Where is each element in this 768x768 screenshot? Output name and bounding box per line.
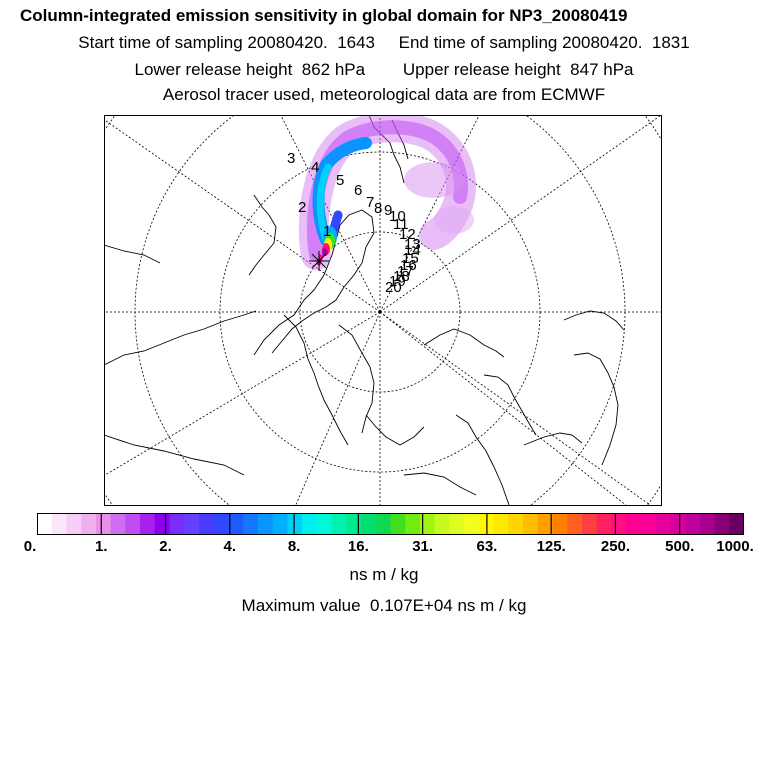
colorbar-swatch bbox=[596, 513, 613, 535]
colorbar-tick-label: 16. bbox=[347, 538, 369, 555]
colorbar-swatch bbox=[685, 513, 701, 535]
tracer-info-line: Aerosol tracer used, meteorological data… bbox=[162, 85, 606, 104]
colorbar-swatch bbox=[390, 513, 406, 535]
trajectory-label: 13 bbox=[404, 236, 421, 253]
colorbar-swatch bbox=[81, 513, 97, 535]
colorbar-tick-label: 63. bbox=[476, 538, 498, 555]
colorbar-swatch bbox=[537, 513, 554, 535]
colorbar-swatch bbox=[449, 513, 465, 535]
colorbar-swatch bbox=[670, 513, 686, 535]
colorbar-swatch bbox=[655, 513, 671, 535]
trajectory-label: 19 bbox=[389, 273, 406, 290]
trajectory-label: 7 bbox=[366, 194, 374, 211]
plot-title: Column-integrated emission sensitivity i… bbox=[20, 6, 628, 25]
colorbar-tick-label: 1000. bbox=[716, 538, 754, 555]
colorbar-swatch bbox=[508, 513, 524, 535]
colorbar-tick-label: 4. bbox=[223, 538, 237, 555]
trajectory-label: 14 bbox=[404, 242, 421, 259]
colorbar bbox=[37, 513, 744, 535]
colorbar-swatch bbox=[213, 513, 230, 535]
colorbar-swatch bbox=[154, 513, 171, 535]
colorbar-swatch bbox=[346, 513, 362, 535]
colorbar-swatch bbox=[331, 513, 347, 535]
trajectory-labels: 3 4 5 6 7 8 9 10 11 12 13 14 15 16 17 18… bbox=[287, 150, 421, 296]
trajectory-label: 12 bbox=[399, 226, 416, 243]
colorbar-swatch bbox=[199, 513, 215, 535]
meridians bbox=[104, 115, 662, 506]
colorbar-swatch bbox=[66, 513, 82, 535]
trajectory-label: 11 bbox=[393, 216, 409, 233]
trajectory-label: 20 bbox=[385, 279, 402, 296]
colorbar-tick-label: 500. bbox=[665, 538, 695, 555]
trajectory-label: 4 bbox=[311, 159, 319, 176]
colorbar-tick-label: 125. bbox=[536, 538, 566, 555]
colorbar-swatch bbox=[729, 513, 744, 535]
maximum-value-text: Maximum value 0.107E+04 ns m / kg bbox=[241, 596, 527, 615]
trajectory-label: 2 bbox=[298, 199, 306, 216]
colorbar-swatch bbox=[287, 513, 303, 535]
colorbar-swatch bbox=[464, 513, 480, 535]
colorbar-swatch bbox=[493, 513, 509, 535]
colorbar-swatch bbox=[626, 513, 642, 535]
colorbar-tick-label: 8. bbox=[287, 538, 301, 555]
colorbar-swatch bbox=[699, 513, 716, 535]
trajectory-label: 3 bbox=[287, 150, 295, 167]
coastlines bbox=[104, 115, 625, 506]
colorbar-swatch bbox=[95, 513, 112, 535]
colorbar-swatch bbox=[125, 513, 141, 535]
release-height-line: Lower release height 862 hPa Upper relea… bbox=[134, 60, 634, 79]
sampling-time-line: Start time of sampling 20080420. 1643 En… bbox=[78, 33, 690, 52]
colorbar-swatch bbox=[257, 513, 274, 535]
colorbar-swatch bbox=[714, 513, 730, 535]
trajectory-label: 6 bbox=[354, 182, 362, 199]
colorbar-swatch bbox=[228, 513, 244, 535]
colorbar-swatch bbox=[140, 513, 156, 535]
polar-map: 3 4 5 6 7 8 9 10 11 12 13 14 15 16 17 18… bbox=[104, 115, 662, 506]
colorbar-tick-label: 0. bbox=[23, 538, 37, 555]
trajectory-label: 16 bbox=[400, 257, 417, 274]
colorbar-tick-label: 31. bbox=[412, 538, 434, 555]
colorbar-swatch bbox=[37, 513, 53, 535]
colorbar-swatch bbox=[640, 513, 657, 535]
trajectory-label: 9 bbox=[384, 202, 392, 219]
colorbar-swatch bbox=[419, 513, 436, 535]
colorbar-swatch bbox=[434, 513, 451, 535]
colorbar-swatch bbox=[51, 513, 68, 535]
colorbar-swatch bbox=[361, 513, 377, 535]
trajectory-label: 1 bbox=[323, 223, 331, 240]
colorbar-swatch bbox=[169, 513, 185, 535]
emission-plume bbox=[298, 115, 476, 270]
trajectory-label: 18 bbox=[393, 268, 410, 285]
colorbar-swatch bbox=[110, 513, 126, 535]
colorbar-swatch bbox=[302, 513, 318, 535]
trajectory-label: 10 bbox=[389, 208, 406, 225]
colorbar-tick-label: 2. bbox=[159, 538, 172, 555]
colorbar-units: ns m / kg bbox=[349, 565, 419, 584]
trajectory-label: 5 bbox=[336, 172, 344, 189]
colorbar-swatch bbox=[243, 513, 259, 535]
colorbar-swatch bbox=[184, 513, 200, 535]
colorbar-swatch bbox=[272, 513, 288, 535]
colorbar-tick-label: 250. bbox=[600, 538, 631, 555]
trajectory-label: 8 bbox=[374, 200, 382, 217]
colorbar-swatch bbox=[581, 513, 598, 535]
colorbar-swatch bbox=[375, 513, 392, 535]
trajectory-label: 15 bbox=[402, 250, 419, 267]
colorbar-tick-label: 1. bbox=[95, 538, 108, 555]
colorbar-swatch bbox=[611, 513, 627, 535]
colorbar-swatch bbox=[567, 513, 583, 535]
colorbar-swatch bbox=[523, 513, 539, 535]
trajectory-label: 17 bbox=[397, 263, 414, 280]
colorbar-border bbox=[37, 513, 744, 535]
colorbar-swatch bbox=[316, 513, 333, 535]
release-point-marker bbox=[309, 251, 329, 271]
colorbar-swatch bbox=[405, 513, 421, 535]
colorbar-swatch bbox=[552, 513, 568, 535]
